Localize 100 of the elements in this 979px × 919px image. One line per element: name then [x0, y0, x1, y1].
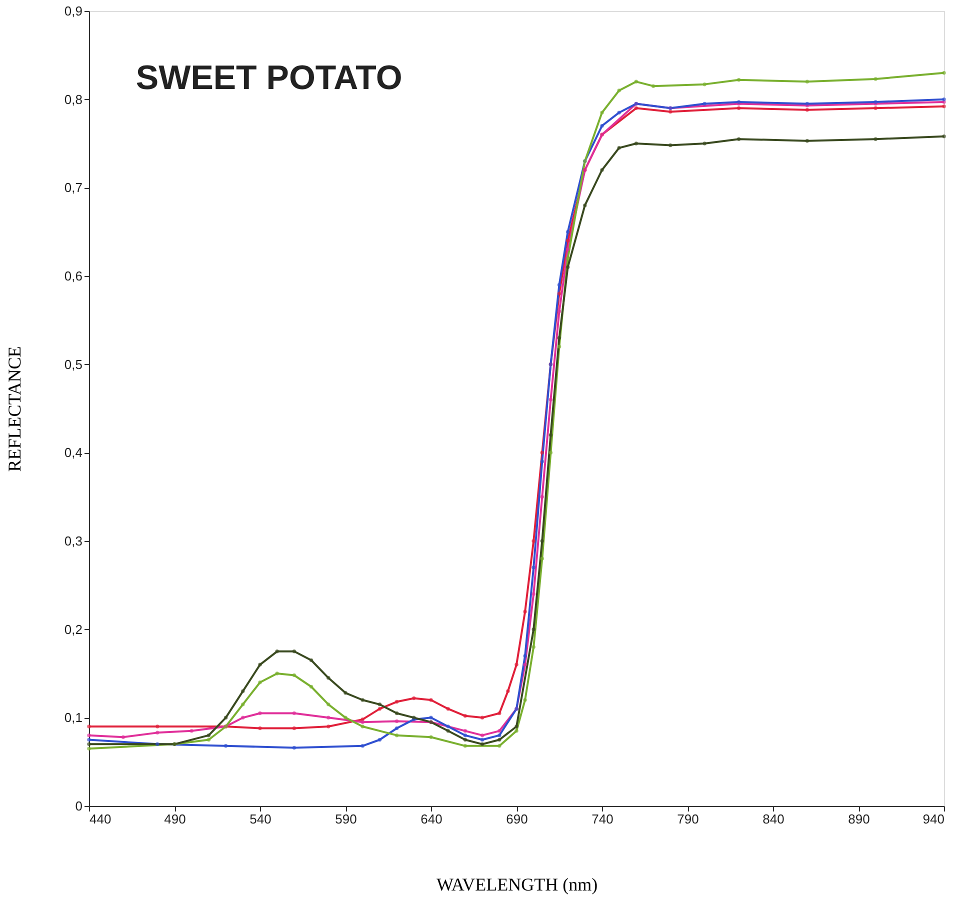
point	[241, 689, 245, 694]
point	[532, 592, 536, 596]
point	[87, 724, 91, 728]
point	[360, 744, 364, 748]
point	[292, 673, 296, 678]
point	[446, 706, 450, 711]
point	[498, 744, 502, 748]
point	[634, 80, 638, 84]
point	[378, 738, 382, 742]
point	[292, 726, 296, 730]
point	[480, 738, 484, 742]
point	[498, 711, 502, 716]
text: SWEET POTATO	[136, 59, 402, 97]
point	[463, 733, 468, 738]
point	[548, 450, 553, 455]
point	[446, 729, 450, 733]
x-tick-label: 940	[922, 812, 944, 826]
point	[480, 733, 484, 738]
point	[241, 716, 245, 720]
point	[87, 746, 91, 750]
point	[600, 124, 604, 128]
point	[540, 539, 544, 543]
point	[617, 88, 621, 92]
point	[87, 733, 91, 738]
point	[736, 106, 741, 110]
point	[805, 138, 810, 143]
point	[557, 292, 562, 296]
point	[532, 645, 536, 649]
point	[87, 738, 91, 742]
point	[634, 142, 638, 146]
point	[702, 82, 706, 86]
point	[429, 716, 433, 720]
point	[540, 450, 544, 455]
point	[805, 80, 810, 84]
x-tick-label: 740	[592, 812, 614, 826]
x-tick-label: 840	[762, 812, 784, 826]
point	[540, 460, 544, 464]
y-tick-label: 0,5	[64, 356, 82, 372]
x-tick-label: 440	[90, 812, 112, 826]
y-tick-label: 0,9	[64, 4, 82, 18]
point	[241, 702, 245, 706]
point	[874, 137, 878, 141]
point	[600, 110, 604, 114]
point	[514, 724, 518, 728]
point	[583, 203, 587, 208]
point	[258, 662, 262, 667]
point	[523, 662, 527, 667]
point	[429, 698, 433, 702]
point	[275, 672, 279, 676]
point	[498, 738, 502, 742]
point	[523, 698, 527, 702]
y-tick-label: 0,4	[64, 445, 82, 460]
point	[121, 735, 126, 739]
point	[498, 729, 502, 733]
point	[532, 627, 536, 632]
point	[394, 719, 399, 724]
point	[394, 700, 399, 704]
point	[566, 265, 570, 270]
point	[523, 654, 527, 658]
y-tick-label: 0,2	[64, 622, 82, 637]
point	[394, 711, 399, 716]
point	[156, 730, 160, 735]
point	[429, 735, 433, 739]
x-tick-label: 790	[677, 812, 699, 826]
point	[463, 729, 468, 733]
x-tick-label: 490	[164, 812, 186, 826]
y-tick-label: 0,8	[64, 92, 82, 107]
point	[942, 70, 946, 75]
point	[463, 738, 468, 742]
point	[360, 698, 364, 702]
x-tick-label: 690	[506, 812, 528, 826]
point	[344, 716, 348, 720]
point	[463, 744, 468, 748]
point	[309, 684, 314, 689]
point	[540, 556, 544, 561]
point	[805, 108, 810, 112]
y-tick-label: 0,1	[64, 710, 82, 726]
point	[514, 662, 518, 667]
point	[394, 726, 399, 730]
point	[874, 106, 878, 110]
y-tick-label: 0,6	[64, 268, 82, 284]
point	[566, 248, 570, 252]
point	[523, 610, 527, 614]
point	[360, 724, 364, 728]
point	[156, 724, 160, 728]
point	[736, 78, 741, 82]
point	[702, 142, 706, 146]
y-tick-label: 0,3	[64, 534, 82, 548]
point	[540, 494, 544, 499]
point	[480, 716, 484, 720]
x-axis-title: WAVELENGTH (nm)	[436, 874, 598, 894]
point	[326, 724, 330, 728]
y-tick-label: 0,7	[64, 180, 82, 196]
point	[634, 106, 638, 110]
point	[360, 720, 364, 724]
point	[292, 650, 296, 654]
point	[498, 733, 502, 738]
point	[532, 566, 536, 570]
point	[206, 733, 211, 738]
point	[557, 282, 562, 287]
